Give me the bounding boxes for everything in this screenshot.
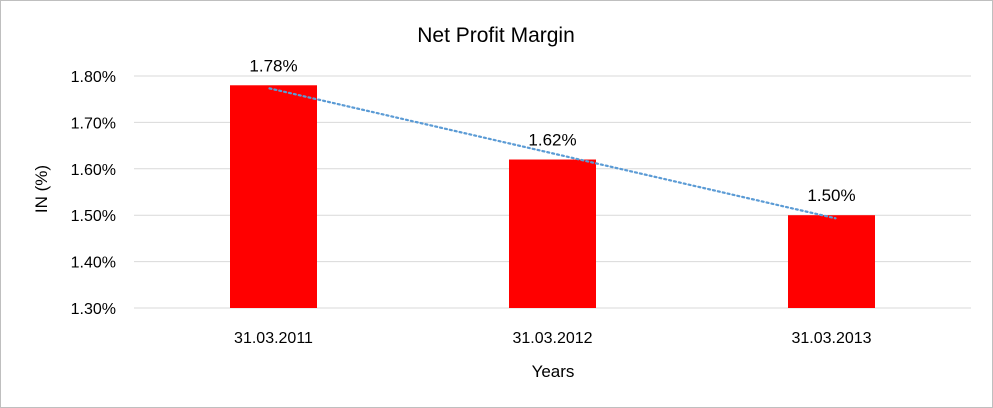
trendline-group	[268, 87, 837, 220]
y-axis-tick-labels: 1.30% 1.40% 1.50% 1.60% 1.70% 1.80%	[71, 69, 116, 318]
y-tick-label: 1.80%	[71, 69, 116, 86]
chart-title: Net Profit Margin	[417, 24, 575, 47]
data-label: 1.50%	[807, 186, 855, 205]
y-tick-label: 1.60%	[71, 162, 116, 179]
x-tick-label: 31.03.2012	[512, 330, 592, 347]
x-axis-label: Years	[532, 362, 575, 381]
trendline	[268, 87, 837, 220]
y-tick-label: 1.70%	[71, 115, 116, 132]
x-tick-label: 31.03.2013	[791, 330, 871, 347]
bar	[788, 215, 875, 308]
y-axis-label: IN (%)	[32, 165, 51, 213]
x-axis-tick-labels: 31.03.2011 31.03.2012 31.03.2013	[234, 330, 872, 347]
bar	[509, 159, 596, 308]
data-labels: 1.78% 1.62% 1.50%	[249, 56, 855, 205]
data-label: 1.62%	[528, 131, 576, 150]
y-tick-label: 1.40%	[71, 255, 116, 272]
y-tick-label: 1.30%	[71, 301, 116, 318]
data-label: 1.78%	[249, 56, 297, 75]
bar	[230, 85, 317, 308]
bars	[230, 85, 875, 308]
x-tick-label: 31.03.2011	[234, 330, 313, 347]
y-tick-label: 1.50%	[71, 208, 116, 225]
